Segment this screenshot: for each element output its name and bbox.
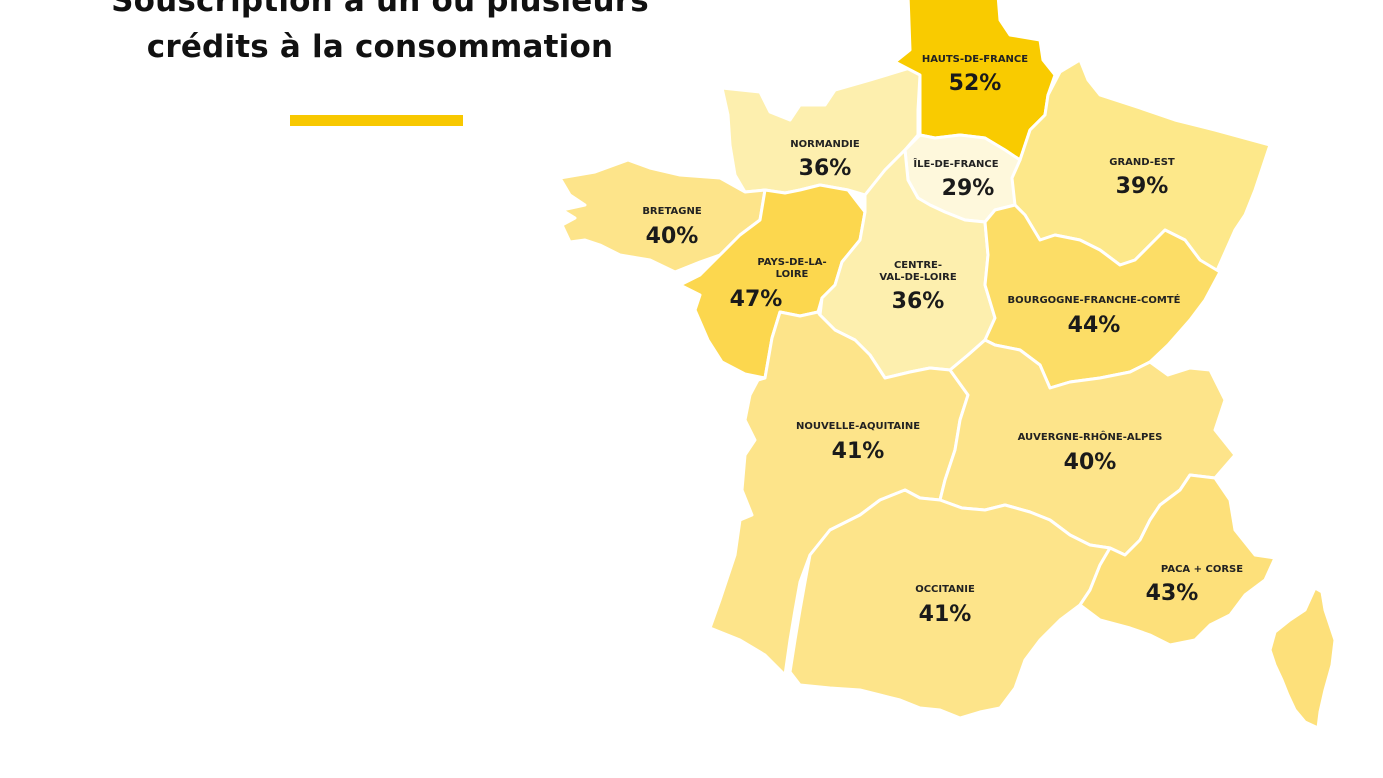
- region-bourgogne-franche-comte-name: BOURGOGNE-FRANCHE-COMTÉ: [1008, 293, 1181, 306]
- region-bretagne-name: BRETAGNE: [642, 206, 702, 217]
- page-title: Souscription à un ou plusieurs crédits à…: [60, 0, 700, 70]
- region-pays-de-la-loire-value: 47%: [730, 287, 783, 312]
- region-centre-val-de-loire-name-2: VAL-DE-LOIRE: [879, 272, 957, 283]
- region-normandie-name: NORMANDIE: [790, 139, 860, 150]
- region-centre-val-de-loire-value: 36%: [892, 289, 945, 314]
- region-bretagne-value: 40%: [646, 224, 699, 249]
- region-normandie-value: 36%: [799, 156, 852, 181]
- region-grand-est-name: GRAND-EST: [1109, 157, 1175, 168]
- region-centre-val-de-loire-name-1: CENTRE-: [894, 260, 942, 271]
- region-auvergne-rhone-alpes-value: 40%: [1064, 450, 1117, 475]
- region-occitanie: OCCITANIE 41%: [788, 488, 1112, 720]
- region-pays-de-la-loire-name-1: PAYS-DE-LA-: [757, 257, 826, 268]
- region-paca-corse: PACA + CORSE 43%: [1078, 473, 1337, 730]
- region-nouvelle-aquitaine-name: NOUVELLE-AQUITAINE: [796, 421, 920, 432]
- region-occitanie-value: 41%: [919, 602, 972, 627]
- region-ile-de-france-value: 29%: [942, 176, 995, 201]
- region-hauts-de-france-name: HAUTS-DE-FRANCE: [922, 54, 1028, 65]
- region-nouvelle-aquitaine-value: 41%: [832, 439, 885, 464]
- region-paca-corse-value: 43%: [1146, 581, 1199, 606]
- title-line-1: Souscription à un ou plusieurs: [111, 0, 649, 19]
- region-occitanie-shape: [788, 488, 1112, 720]
- region-paca-corse-name: PACA + CORSE: [1161, 564, 1243, 575]
- title-line-2: crédits à la consommation: [146, 29, 614, 65]
- region-paca-shape: [1078, 473, 1277, 647]
- region-bretagne-shape: [558, 158, 767, 274]
- region-bretagne: BRETAGNE 40%: [558, 158, 767, 274]
- region-auvergne-rhone-alpes-name: AUVERGNE-RHÔNE-ALPES: [1018, 430, 1163, 443]
- region-bourgogne-franche-comte-value: 44%: [1068, 313, 1121, 338]
- region-grand-est-value: 39%: [1116, 174, 1169, 199]
- region-pays-de-la-loire-name-2: LOIRE: [776, 269, 809, 280]
- region-hauts-de-france-value: 52%: [949, 71, 1002, 96]
- title-underline: [290, 115, 463, 126]
- region-ile-de-france-name: ÎLE-DE-FRANCE: [913, 157, 998, 170]
- region-occitanie-name: OCCITANIE: [915, 584, 975, 595]
- region-normandie: NORMANDIE 36%: [720, 66, 922, 197]
- region-auvergne-rhone-alpes: AUVERGNE-RHÔNE-ALPES 40%: [938, 338, 1237, 557]
- region-corse-shape: [1268, 586, 1337, 730]
